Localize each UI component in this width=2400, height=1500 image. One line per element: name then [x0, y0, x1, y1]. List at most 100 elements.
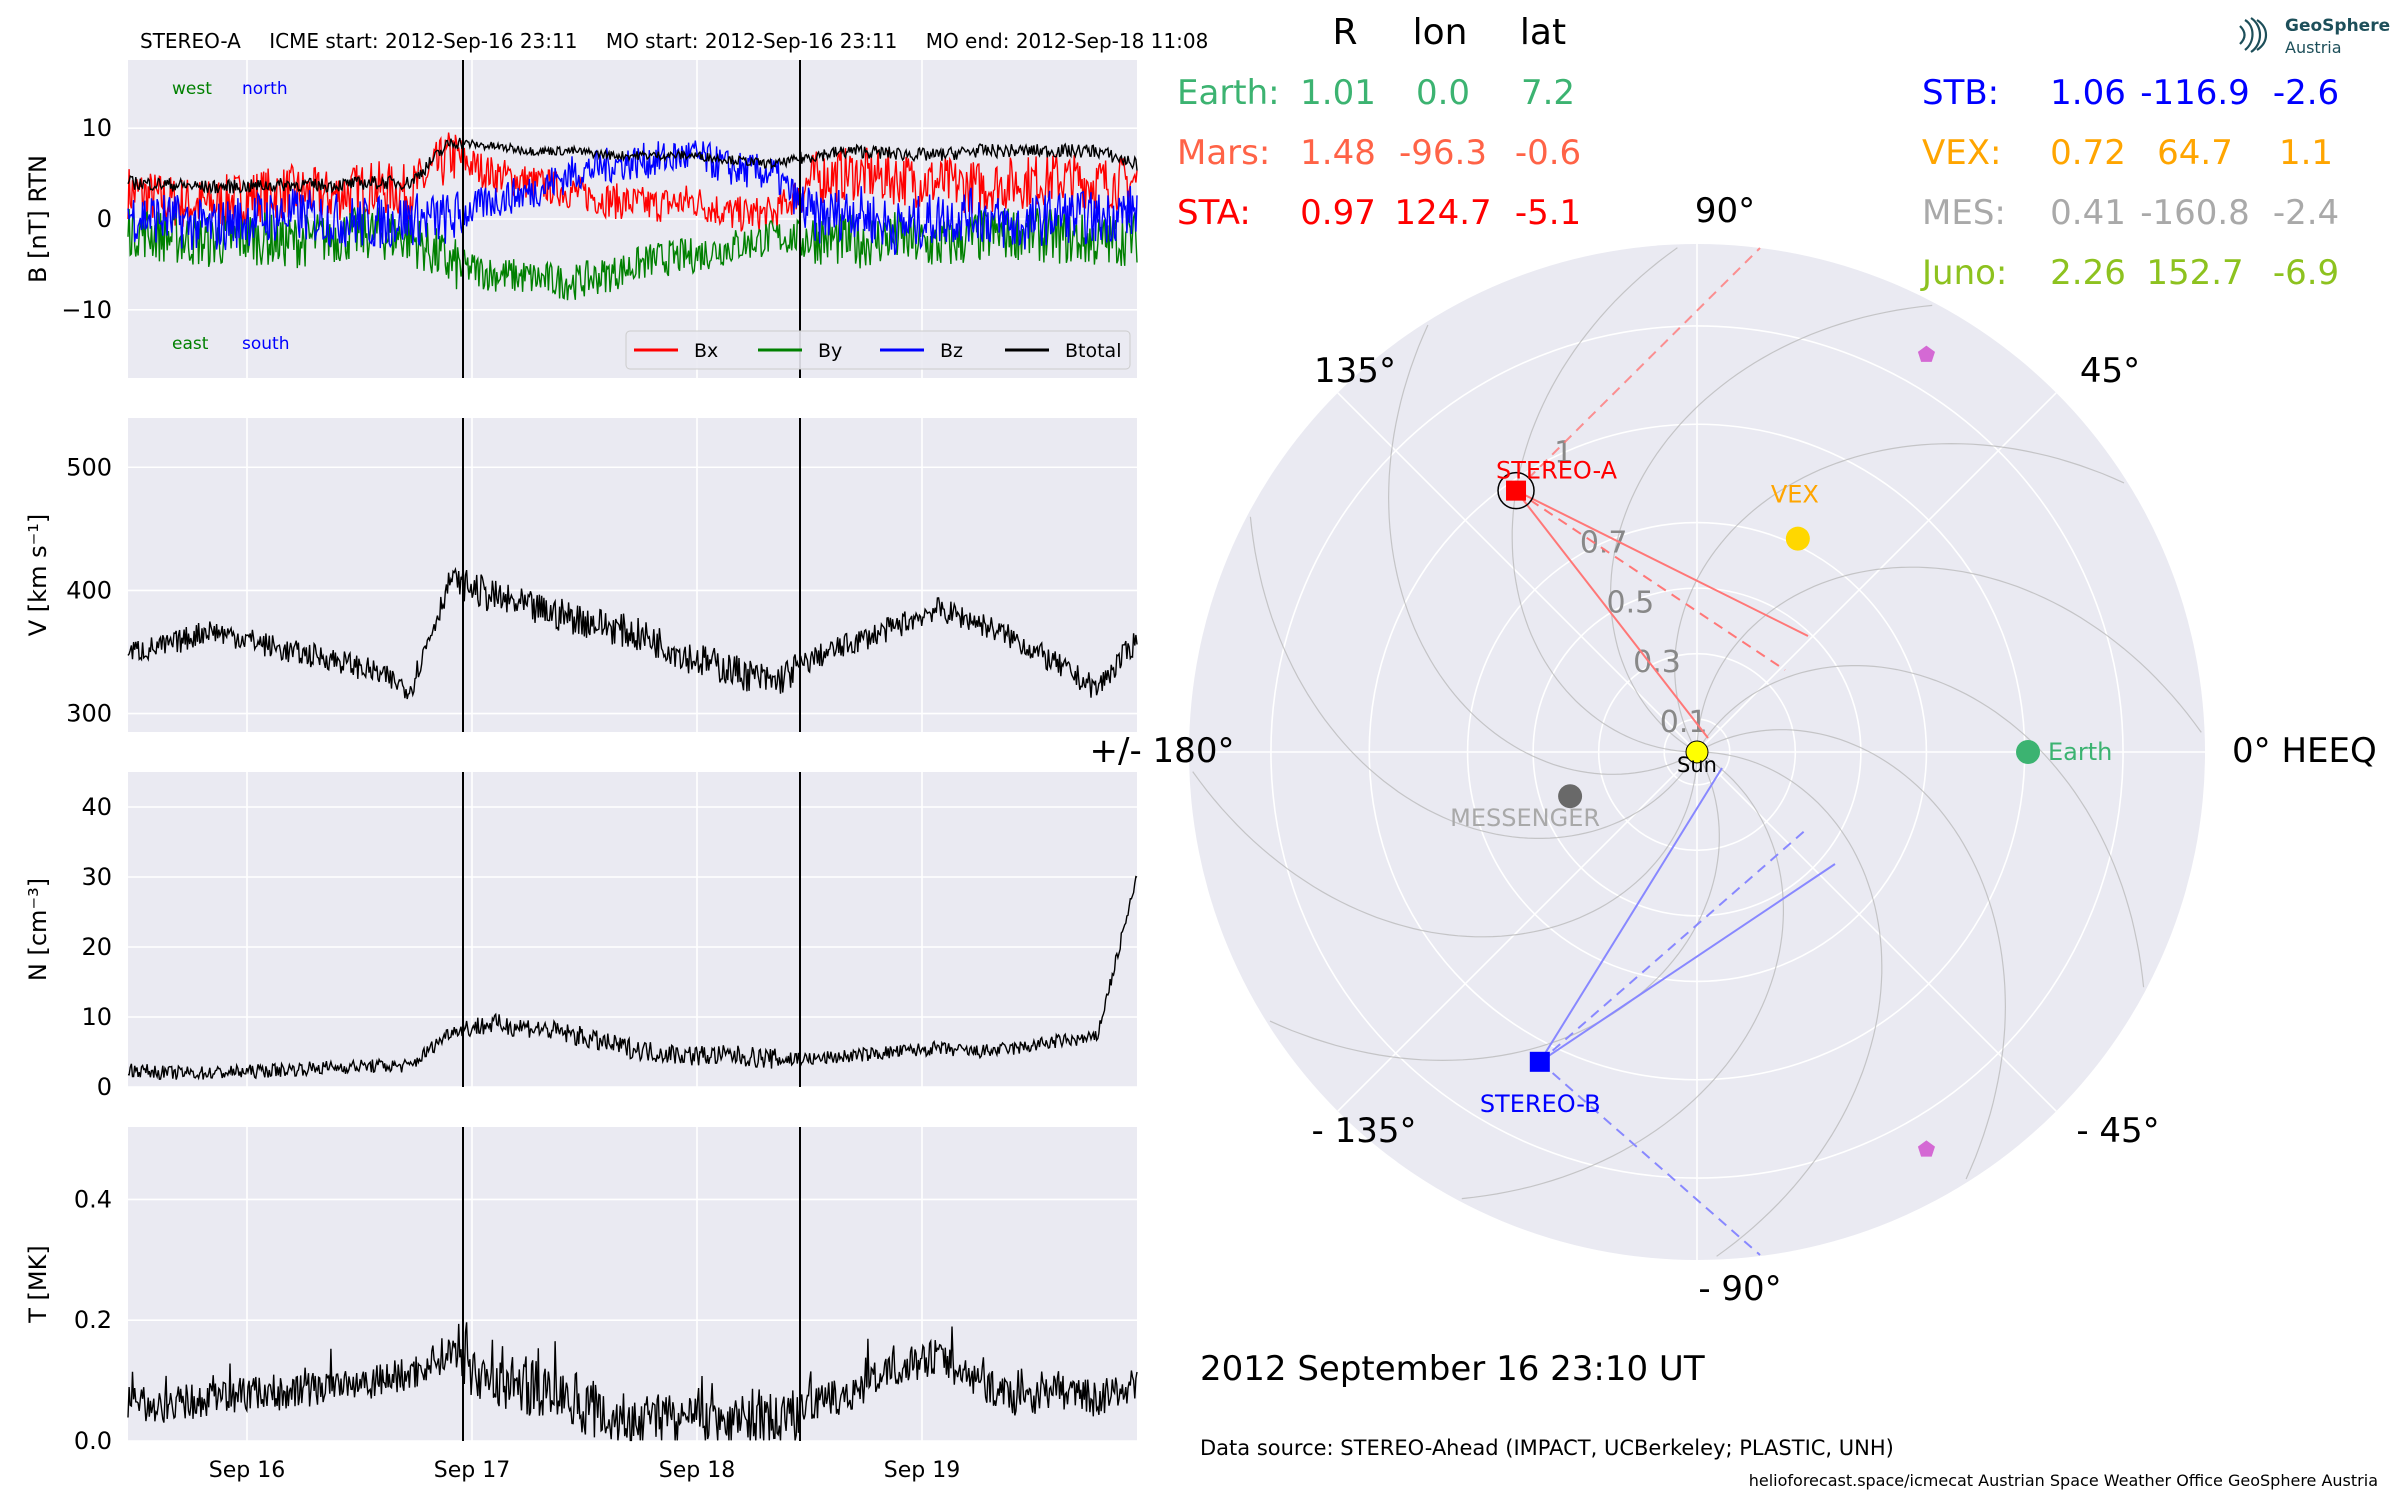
legend-box [625, 330, 1131, 370]
table-row-name: Juno: [1920, 253, 2007, 293]
table-row-name: Earth: [1177, 73, 1280, 113]
table-row-name: Mars: [1177, 133, 1270, 173]
sun-label: Sun [1677, 753, 1717, 777]
body-STEREO-B: STEREO-B [1480, 1051, 1601, 1118]
icme-start-label: ICME start: 2012-Sep-16 23:11 [269, 29, 577, 53]
table-row-left: Earth: 1.01 0.0 7.2 [1177, 73, 1575, 113]
radial-tick-label: 1 [1554, 436, 1573, 471]
logo-line1: GeoSphere [2285, 16, 2391, 36]
legend-Btotal-label: Btotal [1065, 340, 1121, 362]
parker-spiral-line [1387, 324, 1692, 775]
y-axis-label: N [cm⁻³] [24, 878, 52, 981]
east-label: east [172, 334, 209, 354]
table-row-name: STA: [1177, 193, 1251, 233]
parker-spiral-line [1674, 442, 2125, 747]
angle-label: 90° [1695, 191, 1755, 231]
sta-line [1515, 490, 1709, 739]
table-row-lon: 152.7 [2146, 253, 2243, 293]
parker-spiral-line [1609, 304, 1933, 750]
angle-label: +/- 180° [1090, 731, 1235, 771]
vex-label: VEX [1771, 481, 1819, 509]
panel-temperature: 0.4 0.2 0.0 T [MK] Sep 16 Sep 17 Sep 18 Sep 19 [24, 1127, 1138, 1483]
parker-spiral-line [1702, 729, 2007, 1180]
table-row-r: 0.97 [1300, 193, 1376, 233]
y-tick-label: 20 [81, 933, 112, 961]
panel-velocity: 500 400 300 V [km s⁻¹] [24, 418, 1138, 732]
body-Sun: Sun [1677, 740, 1717, 777]
mo-end-label: MO end: 2012-Sep-18 11:08 [926, 29, 1209, 53]
x-tick-label: Sep 19 [884, 1458, 960, 1483]
planet-marker [1917, 345, 1935, 362]
table-row-right: VEX: 0.72 64.7 1.1 [1922, 133, 2333, 173]
y-tick-label: 10 [81, 1003, 112, 1031]
earth-marker [2016, 740, 2041, 764]
legend: Bx By Bz Btotal [625, 330, 1131, 370]
south-label: south [242, 334, 289, 354]
panel-background [128, 772, 1137, 1087]
parker-spirals [1192, 247, 2202, 1257]
date-label: 2012 September 16 23:10 UT [1200, 1349, 1705, 1389]
series-Bx-line [127, 132, 1138, 232]
parker-spiral-line [1192, 758, 1698, 938]
body-marker-7 [1917, 1140, 1935, 1157]
parker-spiral-line [1249, 516, 1695, 840]
table-row-left: Mars: 1.48 -96.3 -0.6 [1177, 133, 1581, 173]
stb-line-dashed [1539, 827, 1809, 1063]
angle-label: 135° [1314, 351, 1396, 391]
series-T-line [127, 1322, 1138, 1442]
data-source: Data source: STEREO-Ahead (IMPACT, UCBer… [1200, 1436, 1894, 1460]
table-row-r: 1.01 [1300, 73, 1376, 113]
y-tick-label: 0.2 [74, 1306, 112, 1334]
parker-spiral-line [1511, 247, 1691, 753]
body-VEX: VEX [1771, 481, 1819, 551]
table-row-lon: 124.7 [1394, 193, 1491, 233]
table-row-lon: -96.3 [1399, 133, 1487, 173]
series-Btotal-line [127, 137, 1138, 195]
table-row-lat: 7.2 [1521, 73, 1575, 113]
sta-line-dashed [1515, 489, 1786, 671]
panel-background [128, 418, 1137, 732]
stb-line [1538, 767, 1723, 1063]
table-row-right: Juno: 2.26 152.7 -6.9 [1920, 253, 2339, 293]
series-N-line [127, 875, 1138, 1081]
table-row-r: 0.41 [2050, 193, 2126, 233]
figure-header: STEREO-A ICME start: 2012-Sep-16 23:11 M… [140, 29, 1208, 53]
table-header-R: R [1332, 12, 1357, 53]
stereo-a-label: STEREO-A [1496, 457, 1618, 485]
parker-spiral-line [1703, 751, 1883, 1257]
spacecraft-label: STEREO-A [140, 29, 241, 53]
y-tick-label: 0 [97, 205, 112, 233]
north-label: north [242, 79, 288, 99]
table-row-lat: -2.4 [2273, 193, 2339, 233]
table-row-lat: 1.1 [2279, 133, 2333, 173]
y-tick-label: 400 [66, 576, 112, 604]
sun-marker [1685, 740, 1709, 764]
messenger-label: MESSENGER [1450, 804, 1600, 832]
panel-magnetic-field: 10 0 −10 B [nT] RTN west north east south Bx By Bz… [24, 60, 1138, 378]
stereo-b-marker [1529, 1051, 1550, 1072]
table-row-lon: 0.0 [1416, 73, 1470, 113]
table-row-lat: -0.6 [1515, 133, 1581, 173]
table-row-name: VEX: [1922, 133, 2002, 173]
table-header-lon: lon [1413, 12, 1468, 53]
table-row-lon: 64.7 [2157, 133, 2233, 173]
legend-Bx-label: Bx [694, 340, 718, 362]
geosphere-logo: GeoSphere Austria [2235, 12, 2390, 60]
sta-line-dashed [1515, 247, 1761, 492]
table-row-lon: -116.9 [2140, 73, 2250, 113]
mo-start-label: MO start: 2012-Sep-16 23:11 [606, 29, 898, 53]
spacecraft-lines [1515, 247, 1836, 1256]
parker-spiral-line [1696, 566, 2202, 746]
table-row-name: STB: [1922, 73, 1999, 113]
logo-line2: Austria [2285, 38, 2342, 57]
table-row-r: 2.26 [2050, 253, 2126, 293]
angle-label: 45° [2080, 351, 2140, 391]
body-MESSENGER: MESSENGER [1450, 784, 1600, 832]
angle-label: - 45° [2076, 1111, 2159, 1151]
stereo-a-marker [1506, 480, 1527, 501]
x-tick-label: Sep 16 [209, 1458, 285, 1483]
earth-label: Earth [2048, 738, 2112, 766]
